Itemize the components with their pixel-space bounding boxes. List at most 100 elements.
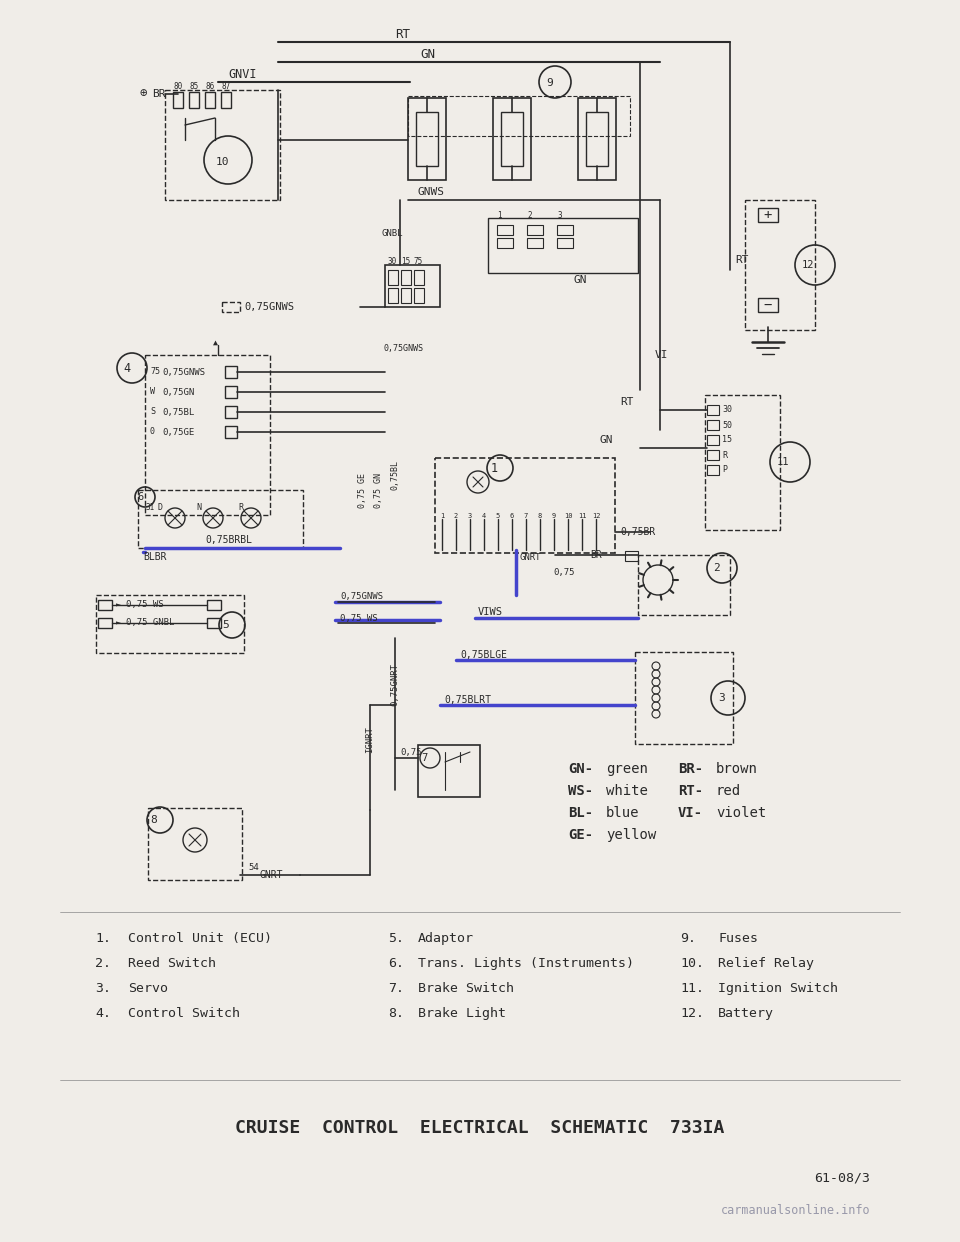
- Text: 0,75BL: 0,75BL: [162, 407, 194, 416]
- Text: 0,75GNWS: 0,75GNWS: [340, 591, 383, 600]
- Text: P: P: [722, 466, 727, 474]
- Text: Adaptor: Adaptor: [418, 932, 474, 945]
- Text: 2: 2: [527, 210, 532, 220]
- Bar: [488, 219, 638, 273]
- Text: BR: BR: [152, 89, 165, 99]
- Text: 50: 50: [722, 421, 732, 430]
- Bar: [497, 238, 513, 248]
- Text: 12.: 12.: [680, 1007, 704, 1020]
- Text: −: −: [764, 298, 772, 312]
- Bar: [416, 112, 438, 166]
- Text: VI: VI: [655, 350, 668, 360]
- Bar: [189, 92, 199, 108]
- Text: 5: 5: [496, 513, 500, 519]
- Bar: [221, 92, 231, 108]
- Bar: [414, 270, 424, 284]
- Bar: [207, 619, 221, 628]
- Text: 31: 31: [145, 503, 155, 513]
- Text: 0,75GNWS: 0,75GNWS: [162, 368, 205, 376]
- Bar: [225, 386, 237, 397]
- Text: 10.: 10.: [680, 958, 704, 970]
- Text: BR: BR: [590, 550, 602, 560]
- Bar: [98, 600, 112, 610]
- Text: 3: 3: [719, 693, 726, 703]
- Text: ►: ►: [116, 600, 121, 610]
- Text: GN-: GN-: [568, 763, 593, 776]
- Text: 10: 10: [215, 156, 228, 166]
- Text: 0,75 GE: 0,75 GE: [357, 472, 367, 508]
- Text: 86: 86: [205, 82, 215, 91]
- Text: IGNRT: IGNRT: [366, 727, 374, 754]
- Text: BR-: BR-: [678, 763, 703, 776]
- Text: carmanualsonline.info: carmanualsonline.info: [720, 1203, 870, 1216]
- Text: 8: 8: [151, 815, 157, 825]
- Bar: [408, 96, 630, 137]
- Text: GE-: GE-: [568, 828, 593, 842]
- Text: red: red: [716, 784, 741, 799]
- Text: 12: 12: [802, 260, 814, 270]
- Text: GNWS: GNWS: [418, 188, 445, 197]
- Text: 4.: 4.: [95, 1007, 111, 1020]
- Text: 1: 1: [497, 210, 502, 220]
- Text: 87: 87: [222, 82, 230, 91]
- Text: 0,75 GN: 0,75 GN: [373, 472, 382, 508]
- Text: 3: 3: [468, 513, 472, 519]
- Bar: [527, 225, 543, 235]
- Bar: [145, 355, 270, 515]
- Text: 6.: 6.: [388, 958, 404, 970]
- Text: 0,75BLRT: 0,75BLRT: [444, 696, 491, 705]
- Text: GN: GN: [573, 274, 587, 284]
- Bar: [222, 302, 240, 312]
- Text: 15: 15: [401, 257, 410, 266]
- Text: 0,75GNRT: 0,75GNRT: [391, 663, 399, 707]
- Text: Brake Switch: Brake Switch: [418, 982, 514, 995]
- Text: 0,75 WS: 0,75 WS: [340, 614, 377, 622]
- Text: 54: 54: [248, 863, 259, 872]
- Bar: [707, 420, 719, 430]
- Text: Brake Light: Brake Light: [418, 1007, 506, 1020]
- Text: RT: RT: [735, 255, 749, 265]
- Text: GNRT: GNRT: [260, 869, 283, 881]
- Bar: [435, 458, 615, 553]
- Text: R: R: [238, 503, 243, 513]
- Bar: [638, 555, 730, 615]
- Bar: [414, 288, 424, 303]
- Text: N: N: [196, 503, 201, 513]
- Text: Ignition Switch: Ignition Switch: [718, 982, 838, 995]
- Text: Trans. Lights (Instruments): Trans. Lights (Instruments): [418, 958, 634, 970]
- Text: 9: 9: [546, 78, 553, 88]
- Text: W: W: [150, 388, 155, 396]
- Bar: [497, 225, 513, 235]
- Text: CRUISE  CONTROL  ELECTRICAL  SCHEMATIC  733IA: CRUISE CONTROL ELECTRICAL SCHEMATIC 733I…: [235, 1119, 725, 1136]
- Text: GN: GN: [420, 48, 435, 62]
- Bar: [578, 98, 616, 180]
- Text: GNVI: GNVI: [228, 68, 256, 82]
- Text: 11.: 11.: [680, 982, 704, 995]
- Text: 0,75BR: 0,75BR: [620, 527, 656, 537]
- Bar: [493, 98, 531, 180]
- Bar: [401, 270, 411, 284]
- Text: 3: 3: [557, 210, 562, 220]
- Text: 0,75BLGE: 0,75BLGE: [460, 650, 507, 660]
- Text: 0,75GE: 0,75GE: [162, 427, 194, 436]
- Bar: [173, 92, 183, 108]
- Text: 0,75: 0,75: [400, 748, 421, 756]
- Text: 4: 4: [124, 361, 131, 375]
- Bar: [705, 395, 780, 530]
- Text: 9: 9: [552, 513, 556, 519]
- Bar: [418, 745, 480, 797]
- Text: 0,75BRBL: 0,75BRBL: [205, 535, 252, 545]
- Text: R: R: [722, 451, 727, 460]
- Text: RT-: RT-: [678, 784, 703, 799]
- Text: 2.: 2.: [95, 958, 111, 970]
- Text: 12: 12: [591, 513, 600, 519]
- Text: GNBL: GNBL: [381, 229, 403, 237]
- Text: yellow: yellow: [606, 828, 657, 842]
- Bar: [707, 450, 719, 460]
- Text: 7: 7: [524, 513, 528, 519]
- Text: D: D: [158, 503, 163, 513]
- Text: 2: 2: [454, 513, 458, 519]
- Text: 3.: 3.: [95, 982, 111, 995]
- Text: 0,75GN: 0,75GN: [162, 388, 194, 396]
- Text: 10: 10: [564, 513, 572, 519]
